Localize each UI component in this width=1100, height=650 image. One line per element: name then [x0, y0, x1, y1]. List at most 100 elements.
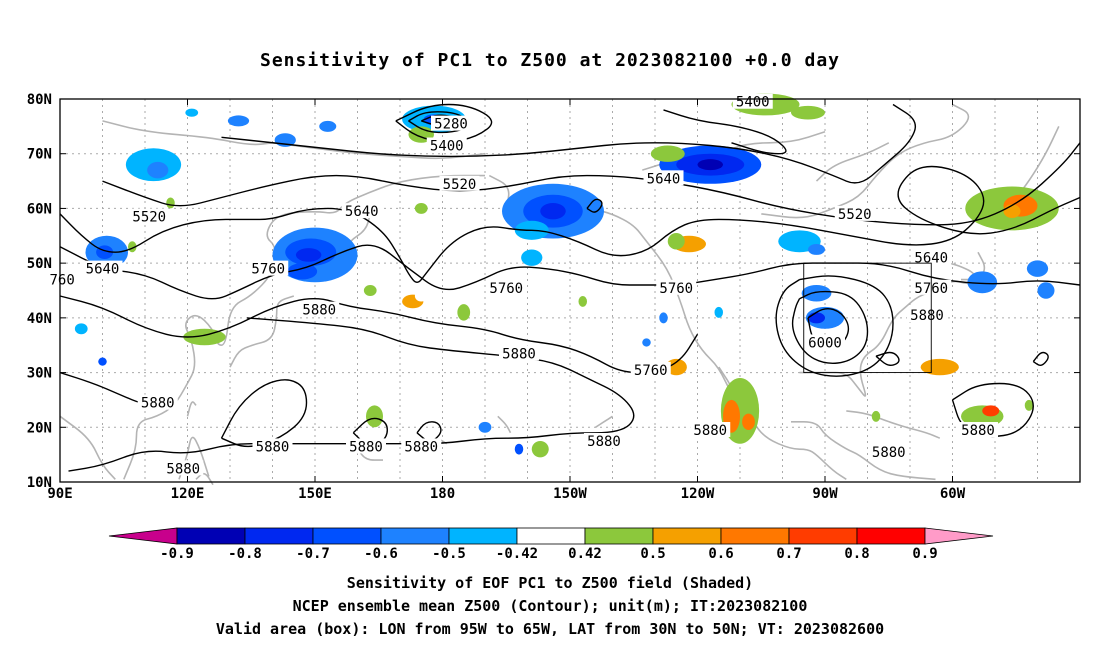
- lon-label: 120E: [171, 486, 205, 502]
- sensitivity-patch: [808, 243, 825, 255]
- contour-label-bg: [346, 438, 386, 454]
- colorbar-level-label: -0.9: [160, 546, 194, 562]
- colorbar-swatch: [584, 527, 654, 545]
- contour-label: 5760: [634, 363, 668, 379]
- z500-contour-line: [102, 142, 1081, 226]
- contour-label-bg: [630, 361, 671, 377]
- contour-label: 5520: [132, 210, 166, 226]
- contour-label-bg: [732, 93, 773, 109]
- contour-label-bg: [137, 394, 178, 410]
- sensitivity-patch: [791, 105, 825, 120]
- sensitivity-patch: [808, 312, 825, 324]
- sensitivity-patch: [414, 202, 428, 214]
- lat-label: 60N: [27, 201, 52, 217]
- z500-contour-line: [395, 103, 493, 143]
- sensitivity-patch: [967, 271, 998, 294]
- contour-label: 760: [49, 273, 74, 289]
- lat-lon-gridlines: [60, 99, 1080, 482]
- sensitivity-patch: [531, 440, 549, 458]
- colorbar-swatch: [516, 527, 586, 545]
- sensitivity-patch: [295, 248, 322, 262]
- contour-label: 5880: [872, 445, 906, 461]
- contour-label: 5880: [693, 423, 727, 439]
- contour-label-bg: [82, 260, 123, 276]
- sensitivity-patch: [1037, 282, 1055, 299]
- contour-label: 5880: [141, 396, 175, 412]
- sensitivity-patch: [74, 323, 88, 335]
- sensitivity-patch: [801, 285, 832, 302]
- sensitivity-patch: [514, 443, 524, 455]
- colorbar-swatch: [856, 527, 926, 545]
- coastline: [846, 410, 941, 439]
- sensitivity-patch: [227, 115, 250, 127]
- contour-label-bg: [834, 205, 875, 221]
- colorbar-level-label: 0.5: [640, 546, 665, 562]
- lon-label: 150E: [298, 486, 332, 502]
- sensitivity-patch: [920, 358, 959, 376]
- colorbar-level-label: 0.8: [844, 546, 869, 562]
- contour-label-bg: [958, 422, 998, 438]
- colorbar-level-label: -0.8: [228, 546, 262, 562]
- colorbar-swatch: [380, 527, 450, 545]
- lat-label: 10N: [27, 475, 52, 491]
- sensitivity-patch: [457, 304, 471, 321]
- coastline: [123, 174, 485, 480]
- colorbar-level-label: 0.9: [912, 546, 937, 562]
- lat-label: 20N: [27, 420, 52, 436]
- contour-label-bg: [805, 334, 845, 350]
- colorbar-swatch: [448, 527, 518, 545]
- sensitivity-patch: [363, 285, 377, 296]
- contour-label-bg: [439, 175, 480, 191]
- contour-label-bg: [486, 279, 527, 295]
- sensitivity-patch: [871, 410, 881, 422]
- sensitivity-patch: [667, 233, 685, 250]
- contour-label-bg: [911, 249, 952, 265]
- z500-contour-line: [59, 295, 699, 374]
- colorbar: -0.9 -0.8 -0.7 -0.6 -0.5 -0.42 0.42 0.5 0.6 0.7 0.…: [108, 527, 994, 562]
- colorbar-right-arrow: [924, 527, 994, 545]
- colorbar-swatch: [652, 527, 722, 545]
- sensitivity-patch: [1026, 260, 1049, 277]
- lon-label: 120W: [681, 486, 715, 502]
- contour-label: 5880: [349, 439, 383, 455]
- z500-contour-line: [221, 103, 917, 184]
- contour-label: 5520: [443, 177, 477, 193]
- contour-label-bg: [499, 345, 539, 361]
- contour-labels: 5280 5400 5400 5520 5520 5520 5640 5640 5640 5640…: [46, 93, 998, 477]
- sensitivity-patch: [414, 290, 428, 302]
- colorbar-swatch: [176, 527, 246, 545]
- sensitivity-patch: [697, 159, 723, 171]
- sensitivity-patch: [982, 405, 1000, 417]
- z500-contour-line: [791, 290, 869, 364]
- coastline: [791, 420, 936, 481]
- contour-label: 5640: [914, 251, 948, 267]
- coastline: [59, 415, 116, 480]
- sensitivity-patch: [665, 358, 687, 376]
- coastline: [497, 415, 512, 434]
- contour-label-bg: [426, 137, 467, 153]
- contour-label-bg: [868, 443, 909, 459]
- contour-label: 5880: [302, 303, 336, 319]
- contour-label-bg: [431, 115, 471, 131]
- sensitivity-patch: [1003, 204, 1021, 219]
- contour-label-bg: [163, 460, 204, 476]
- colorbar-level-label: 0.7: [776, 546, 801, 562]
- sensitivity-patch: [478, 421, 492, 433]
- lon-label: 180: [430, 486, 455, 502]
- sensitivity-patch: [98, 357, 107, 366]
- sensitivity-patch: [578, 295, 587, 307]
- lat-label: 80N: [27, 92, 52, 108]
- contour-label-bg: [129, 208, 170, 224]
- contour-label: 5880: [961, 423, 995, 439]
- lat-label: 40N: [27, 311, 52, 327]
- contour-label-bg: [401, 438, 442, 454]
- contour-label: 5400: [736, 95, 770, 111]
- contour-label-bg: [690, 422, 731, 438]
- contour-label: 5520: [838, 207, 872, 223]
- z500-contour-line: [586, 198, 603, 213]
- z500-contour-line: [68, 317, 635, 472]
- colorbar-level-label: 0.6: [708, 546, 733, 562]
- contour-label-bg: [341, 203, 382, 219]
- contour-label-bg: [907, 307, 947, 323]
